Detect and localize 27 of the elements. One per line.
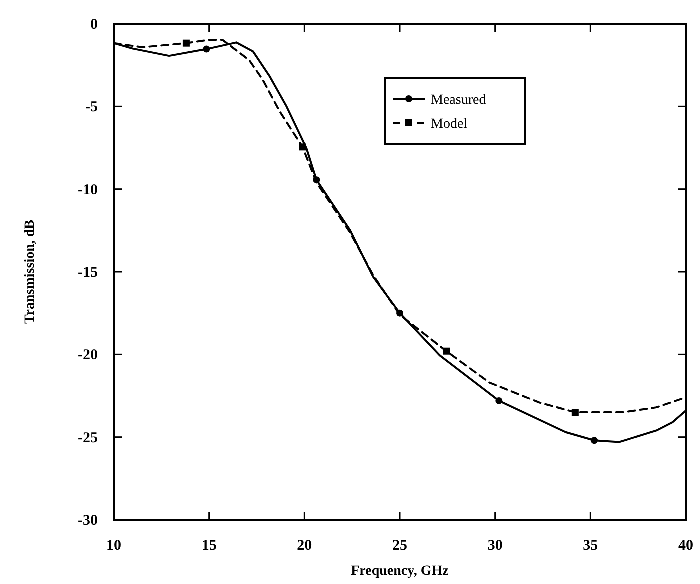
point (203, 46, 210, 53)
x-tick-label: 20 (297, 538, 312, 554)
y-tick-label: -10 (78, 182, 98, 198)
y-tick-label: 0 (90, 17, 98, 33)
x-axis-title: Frequency, GHz (351, 564, 449, 579)
x-tick-label: 30 (488, 538, 503, 554)
point (572, 409, 579, 416)
y-tick-label: -20 (78, 348, 98, 364)
x-tick-label: 40 (678, 538, 694, 554)
point (299, 144, 306, 151)
y-axis-title: Transmission, dB (23, 220, 38, 324)
y-tick-label: -30 (78, 513, 98, 529)
point (182, 40, 190, 47)
x-tick-label: 35 (583, 538, 598, 554)
point (590, 437, 598, 444)
point (396, 310, 404, 317)
point (496, 397, 503, 404)
x-tick-label: 25 (392, 538, 408, 554)
y-tick-label: -5 (86, 100, 98, 116)
x-tick-label: 10 (106, 538, 122, 554)
legend-label: Model (431, 117, 468, 132)
x-tick-label: 15 (202, 538, 217, 554)
point (443, 348, 450, 355)
y-tick-label: -15 (78, 265, 98, 281)
legend-label: Measured (431, 93, 486, 108)
point (313, 176, 320, 184)
y-tick-label: -25 (78, 430, 98, 446)
